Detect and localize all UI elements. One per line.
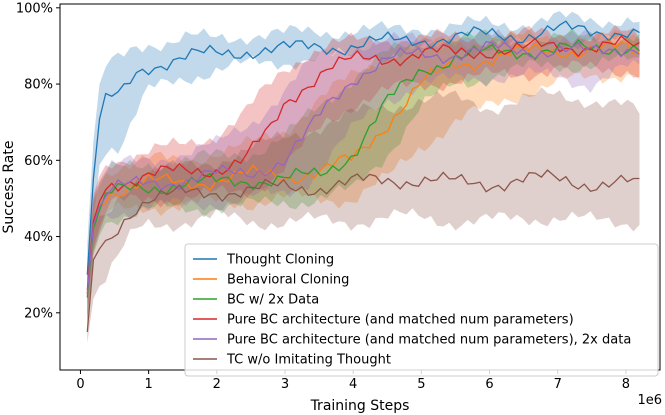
series-lines — [86, 20, 640, 332]
y-tick-label: 80% — [24, 78, 53, 93]
band-series-2 — [87, 28, 640, 321]
line-series-6 — [86, 169, 640, 332]
x-tick-label: 1 — [144, 377, 152, 392]
band-series-6 — [87, 87, 640, 344]
legend-label: Behavioral Cloning — [227, 273, 349, 288]
x-tick-label: 5 — [417, 377, 425, 392]
x-tick-label: 0 — [76, 377, 84, 392]
band-series-5 — [87, 29, 640, 321]
legend-label: Thought Cloning — [226, 253, 334, 268]
line-series-5 — [86, 40, 640, 294]
legend-label: Pure BC architecture (and matched num pa… — [227, 313, 574, 328]
x-tick-label: 4 — [349, 377, 357, 392]
x-tick-label: 3 — [281, 377, 289, 392]
x-axis-scale-label: 1e6 — [637, 393, 662, 408]
line-series-4 — [86, 35, 640, 290]
legend-label: BC w/ 2x Data — [227, 293, 319, 308]
x-tick-label: 6 — [485, 377, 493, 392]
band-series-3 — [87, 28, 640, 325]
y-tick-label: 40% — [24, 230, 53, 245]
y-axis-ticks: 20% 40% 60% 80% 100% — [16, 1, 60, 321]
legend-label: Pure BC architecture (and matched num pa… — [227, 333, 631, 348]
y-tick-label: 100% — [16, 1, 53, 16]
y-tick-label: 20% — [24, 306, 53, 321]
band-series-1 — [87, 11, 640, 306]
y-tick-label: 60% — [24, 154, 53, 169]
line-series-1 — [86, 20, 640, 275]
y-axis-label: Success Rate — [1, 141, 17, 234]
legend-label: TC w/o Imitating Thought — [226, 353, 391, 368]
line-series-2 — [86, 40, 640, 294]
x-tick-label: 7 — [554, 377, 562, 392]
x-tick-label: 2 — [213, 377, 221, 392]
legend-box — [184, 243, 659, 377]
x-tick-label: 8 — [622, 377, 630, 392]
legend: Thought Cloning Behavioral Cloning BC w/ 2… — [184, 243, 659, 377]
x-axis-label: Training Steps — [310, 398, 410, 414]
